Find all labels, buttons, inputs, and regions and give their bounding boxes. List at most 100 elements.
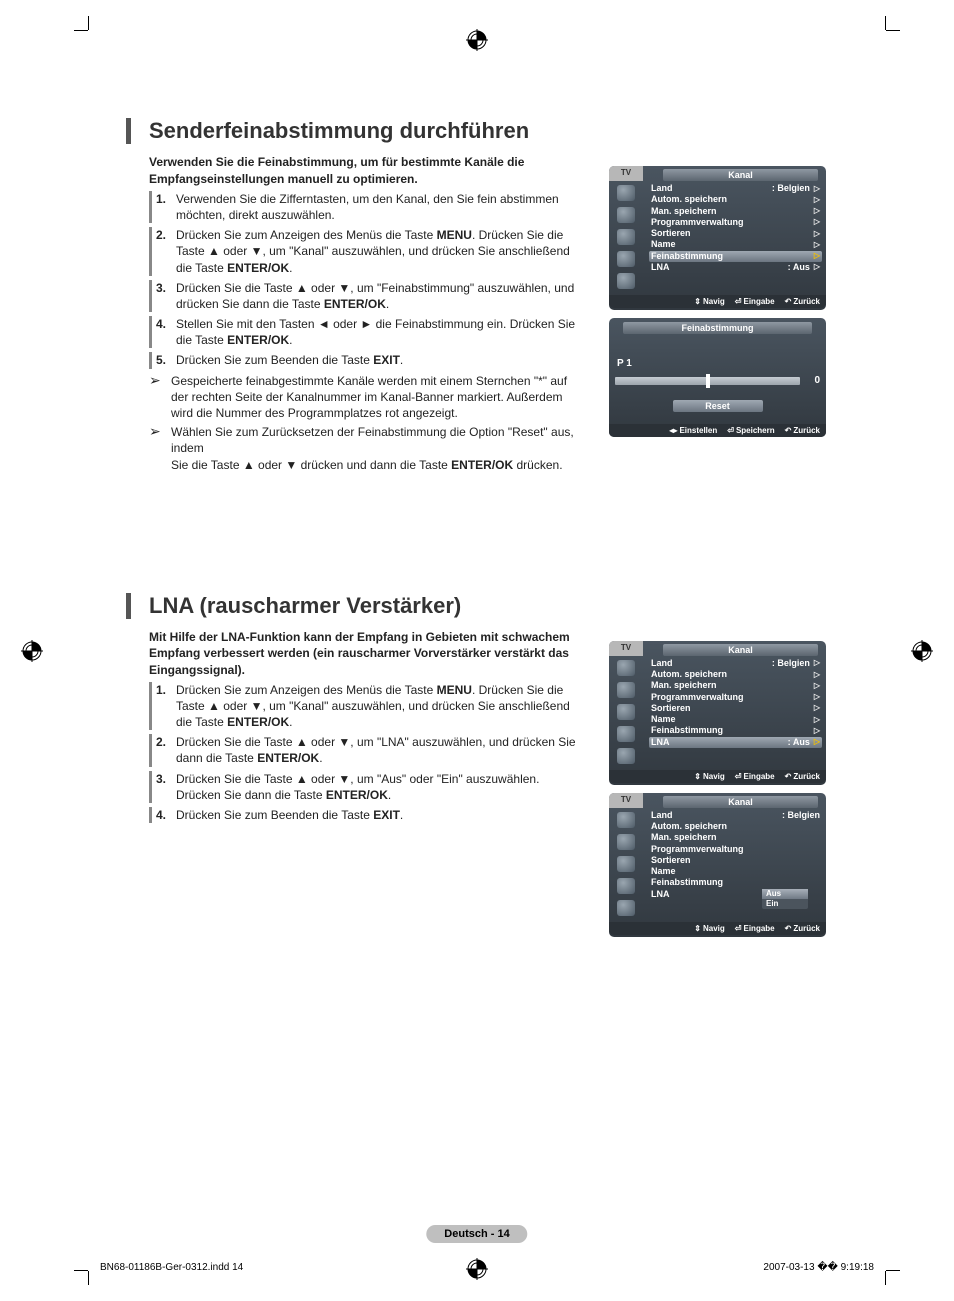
osd-feinabstimmung: Feinabstimmung P 1 0 Reset ◂▸Einstellen⏎…: [609, 318, 826, 437]
step-text: Drücken Sie zum Beenden die Taste EXIT.: [176, 808, 403, 822]
hint-icon: ⇕: [694, 297, 701, 306]
step-text: Drücken Sie zum Beenden die Taste EXIT.: [176, 353, 403, 367]
osd-category-icon: [617, 704, 635, 720]
note-text: Wählen Sie zum Zurücksetzen der Feinabst…: [171, 424, 579, 473]
osd-row-label: Name: [651, 866, 676, 877]
step-list: 1.Drücken Sie zum Anzeigen des Menüs die…: [149, 682, 579, 824]
section-intro: Mit Hilfe der LNA-Funktion kann der Empf…: [149, 629, 579, 678]
osd-menu-row: Feinabstimmung▷: [649, 725, 822, 736]
osd-footer-hint: ◂▸Einstellen: [669, 426, 717, 435]
triangle-right-icon: ▷: [814, 184, 820, 194]
osd-slider: [615, 377, 800, 385]
osd-kanal-menu: TV Kanal Land: Belgien▷Autom. speichern▷…: [609, 641, 826, 785]
osd-footer-hint: ⇕Navig: [694, 297, 725, 306]
step-number: 1.: [156, 191, 166, 207]
crop-mark: [868, 30, 886, 48]
triangle-right-icon: ▷: [814, 715, 820, 725]
footer-timestamp: 2007-03-13 �� 9:19:18: [763, 1262, 874, 1273]
osd-title: Kanal: [663, 169, 818, 181]
triangle-right-icon: ▷: [814, 681, 820, 691]
osd-footer-hint: ⏎Eingabe: [735, 924, 775, 933]
osd-category-icon: [617, 229, 635, 245]
page-number-badge: Deutsch - 14: [426, 1225, 527, 1243]
hint-icon: ↶: [785, 924, 792, 933]
note-chevron-icon: ➢: [149, 424, 171, 473]
osd-menu-row: Land: Belgien: [649, 810, 822, 821]
section-title: Senderfeinabstimmung durchführen: [126, 118, 826, 144]
osd-category-icon: [617, 660, 635, 676]
step-number: 1.: [156, 682, 166, 698]
osd-footer-hint: ⏎Eingabe: [735, 772, 775, 781]
osd-menu-row: Programmverwaltung: [649, 844, 822, 855]
triangle-right-icon: ▷: [814, 229, 820, 239]
osd-row-label: Sortieren: [651, 228, 691, 239]
note-row: ➢Wählen Sie zum Zurücksetzen der Feinabs…: [149, 424, 579, 473]
osd-menu-row: Name▷: [649, 714, 822, 725]
registration-mark-icon: [465, 1257, 489, 1281]
osd-row-label: Programmverwaltung: [651, 692, 744, 703]
osd-row-label: Land: [651, 810, 673, 821]
osd-footer-hint: ⏎Speichern: [727, 426, 774, 435]
step-number: 4.: [156, 807, 166, 823]
step-text: Drücken Sie die Taste ▲ oder ▼, um "LNA"…: [176, 735, 576, 765]
osd-menu-row: Programmverwaltung ▷: [649, 217, 822, 228]
osd-row-label: Land: [651, 183, 673, 194]
hint-icon: ⏎: [735, 297, 742, 306]
triangle-right-icon: ▷: [814, 262, 820, 272]
osd-row-label: Programmverwaltung: [651, 217, 744, 228]
osd-row-label: Land: [651, 658, 673, 669]
osd-row-label: LNA: [651, 889, 670, 900]
hint-icon: ⏎: [735, 772, 742, 781]
osd-row-value: : Belgien: [772, 183, 810, 194]
step-item: 3.Drücken Sie die Taste ▲ oder ▼, um "Fe…: [149, 280, 579, 312]
osd-kanal-menu: TV Kanal Land: Belgien▷Autom. speichern▷…: [609, 166, 826, 310]
osd-tv-label: TV: [609, 166, 643, 181]
osd-menu-row: LNA: Aus▷: [649, 737, 822, 748]
step-item: 1.Drücken Sie zum Anzeigen des Menüs die…: [149, 682, 579, 731]
osd-icon-column: [609, 656, 643, 764]
step-number: 5.: [156, 352, 166, 368]
osd-menu-row: Autom. speichern: [649, 821, 822, 832]
osd-category-icon: [617, 878, 635, 894]
footer-filename: BN68-01186B-Ger-0312.indd 14: [100, 1262, 243, 1273]
osd-row-value: : Belgien: [772, 658, 810, 669]
step-number: 2.: [156, 734, 166, 750]
osd-category-icon: [617, 207, 635, 223]
step-text: Stellen Sie mit den Tasten ◄ oder ► die …: [176, 317, 575, 347]
osd-row-label: Man. speichern: [651, 832, 717, 843]
osd-menu-row: LNA : Aus ▷: [649, 262, 822, 273]
osd-menu-row: Land: Belgien▷: [649, 658, 822, 669]
section-lna: LNA (rauscharmer Verstärker) Mit Hilfe d…: [126, 593, 826, 823]
osd-row-value: : Aus: [788, 262, 810, 273]
osd-footer-hint: ↶Zurück: [785, 426, 820, 435]
osd-menu-row: Autom. speichern▷: [649, 194, 822, 205]
hint-icon: ⏎: [727, 426, 734, 435]
osd-menu-row: Sortieren ▷: [649, 228, 822, 239]
hint-icon: ⏎: [735, 924, 742, 933]
triangle-right-icon: ▷: [814, 251, 820, 261]
osd-row-label: Autom. speichern: [651, 194, 727, 205]
osd-category-icon: [617, 273, 635, 289]
step-item: 2.Drücken Sie zum Anzeigen des Menüs die…: [149, 227, 579, 276]
osd-icon-column: [609, 181, 643, 289]
osd-row-label: Sortieren: [651, 855, 691, 866]
osd-category-icon: [617, 682, 635, 698]
step-item: 2. Drücken Sie die Taste ▲ oder ▼, um "LN…: [149, 734, 579, 766]
triangle-right-icon: ▷: [814, 703, 820, 713]
osd-footer-hint: ⏎Eingabe: [735, 297, 775, 306]
triangle-right-icon: ▷: [814, 670, 820, 680]
osd-menu-row: Feinabstimmung▷: [649, 251, 822, 262]
osd-popup: AusEin: [762, 889, 808, 909]
osd-category-icon: [617, 812, 635, 828]
triangle-right-icon: ▷: [814, 217, 820, 227]
note-chevron-icon: ➢: [149, 373, 171, 422]
triangle-right-icon: ▷: [814, 692, 820, 702]
osd-menu-row: Man. speichern▷: [649, 206, 822, 217]
osd-kanal-menu-popup: TV Kanal Land: BelgienAutom. speichernMa…: [609, 793, 826, 937]
osd-program-label: P 1: [615, 358, 820, 369]
osd-reset-button: Reset: [673, 400, 763, 412]
osd-menu-row: Man. speichern: [649, 832, 822, 843]
osd-row-label: LNA: [651, 262, 670, 273]
osd-menu-row: Name: [649, 866, 822, 877]
osd-footer-hint: ↶Zurück: [785, 772, 820, 781]
